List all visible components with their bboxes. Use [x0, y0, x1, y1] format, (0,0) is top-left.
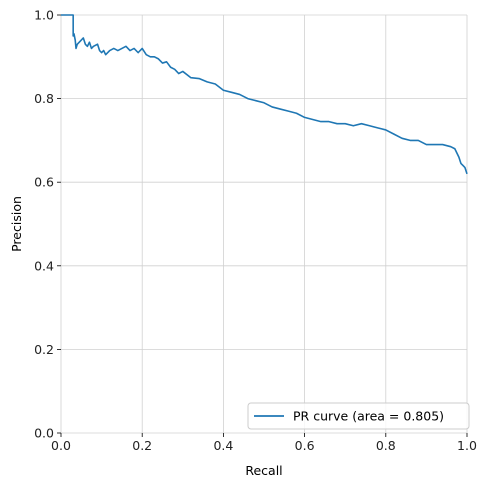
- legend-entry-pr-curve: PR curve (area = 0.805): [293, 409, 444, 424]
- x-tick-label: 1.0: [457, 438, 477, 453]
- y-axis-label: Precision: [9, 196, 24, 252]
- x-tick-label: 0.4: [213, 438, 233, 453]
- y-tick-labels: 0.0 0.2 0.4 0.6 0.8 1.0: [34, 8, 54, 441]
- x-axis-label: Recall: [245, 463, 282, 478]
- legend-box: [247, 402, 470, 430]
- x-tick-label: 0.0: [51, 438, 71, 453]
- x-tick-labels: 0.0 0.2 0.4 0.6 0.8 1.0: [51, 438, 477, 453]
- y-tick-label: 0.6: [34, 175, 54, 190]
- x-tick-label: 0.8: [376, 438, 396, 453]
- y-tick-label: 0.4: [34, 258, 54, 273]
- grid: [60, 14, 468, 434]
- x-tick-label: 0.6: [295, 438, 315, 453]
- y-tick-label: 0.0: [34, 426, 54, 441]
- axes: [57, 14, 468, 437]
- x-tick-label: 0.2: [132, 438, 152, 453]
- pr-curve-line: [61, 14, 468, 175]
- y-tick-label: 0.2: [34, 342, 54, 357]
- series-layer: [61, 14, 468, 175]
- y-tick-label: 1.0: [34, 8, 54, 23]
- legend: PR curve (area = 0.805): [247, 402, 470, 430]
- y-tick-label: 0.8: [34, 91, 54, 106]
